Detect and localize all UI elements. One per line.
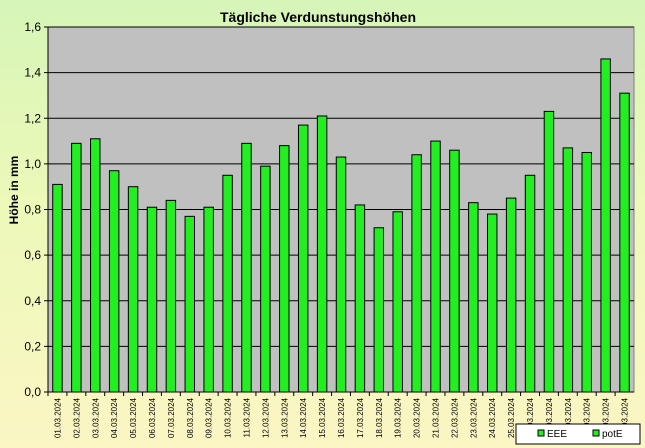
bar xyxy=(543,110,555,393)
x-tick-label: 18.03.2024 xyxy=(375,397,384,438)
chart-title: Tägliche Verdunstungshöhen xyxy=(220,9,416,25)
x-tick-label: 31.03.2024 xyxy=(621,397,630,438)
x-tick-label: 22.03.2024 xyxy=(450,397,459,438)
bar xyxy=(316,115,328,393)
bar xyxy=(392,211,403,393)
x-tick-label: 05.03.2024 xyxy=(129,397,138,438)
x-tick-label: 15.03.2024 xyxy=(318,397,327,438)
x-tick-label: 09.03.2024 xyxy=(205,397,214,438)
legend-label-pote: potE xyxy=(602,429,623,440)
y-tick-label: 1,6 xyxy=(24,20,41,34)
x-tick-label: 12.03.2024 xyxy=(261,397,270,438)
x-tick-label: 21.03.2024 xyxy=(432,397,441,438)
bar xyxy=(600,58,611,393)
bar xyxy=(581,151,592,393)
x-tick-label: 25.03.2024 xyxy=(507,397,516,438)
bar xyxy=(260,165,271,393)
x-tick-label: 11.03.2024 xyxy=(242,397,251,437)
x-tick-label: 16.03.2024 xyxy=(337,397,346,438)
y-tick-label: 0,4 xyxy=(24,294,41,308)
x-tick-label: 14.03.2024 xyxy=(299,397,308,438)
x-tick-label: 13.03.2024 xyxy=(280,397,289,438)
bar xyxy=(354,204,366,393)
bar xyxy=(373,227,385,393)
bar xyxy=(524,174,536,393)
y-tick-label: 1,0 xyxy=(24,157,41,171)
bar xyxy=(184,215,195,393)
y-tick-label: 1,4 xyxy=(24,66,41,80)
x-tick-label: 04.03.2024 xyxy=(110,397,119,438)
legend-label-eee: EEE xyxy=(547,429,567,440)
bar xyxy=(279,145,290,393)
x-tick-label: 19.03.2024 xyxy=(394,397,403,438)
x-tick-label: 27.03.2024 xyxy=(545,397,554,438)
legend-swatch-pote xyxy=(592,429,600,437)
x-tick-label: 28.03.2024 xyxy=(564,397,573,438)
x-tick-label: 03.03.2024 xyxy=(91,397,100,438)
legend: EEE potE xyxy=(515,423,641,445)
y-tick-label: 0,2 xyxy=(24,339,41,353)
bar xyxy=(562,147,574,393)
x-tick-label: 23.03.2024 xyxy=(469,397,478,438)
legend-box xyxy=(515,423,641,445)
x-tick-label: 06.03.2024 xyxy=(148,397,157,438)
bar xyxy=(108,170,120,393)
x-tick-label: 24.03.2024 xyxy=(488,397,497,438)
bars xyxy=(52,58,630,393)
y-axis-ticks: 0,0 0,2 0,4 0,6 0,8 1,0 1,2 1,4 1,6 xyxy=(24,20,48,399)
bar xyxy=(335,156,347,393)
bar xyxy=(165,199,177,393)
bar xyxy=(487,213,498,393)
x-tick-label: 17.03.2024 xyxy=(356,397,365,438)
bar xyxy=(505,197,517,393)
bar xyxy=(52,183,63,393)
x-tick-label: 30.03.2024 xyxy=(602,397,611,438)
x-tick-label: 01.03.2024 xyxy=(53,397,62,438)
x-tick-label: 07.03.2024 xyxy=(167,397,176,438)
bar xyxy=(127,186,139,393)
x-tick-label: 02.03.2024 xyxy=(72,397,81,438)
x-tick-label: 26.03.2024 xyxy=(526,397,535,438)
x-axis-ticks: 01.03.2024 02.03.2024 03.03.2024 04.03.2024… xyxy=(47,392,630,438)
bar xyxy=(203,206,214,393)
y-tick-label: 0,6 xyxy=(24,248,41,262)
x-tick-label: 10.03.2024 xyxy=(224,397,233,438)
bar xyxy=(222,174,233,393)
bar xyxy=(297,124,309,393)
y-tick-label: 1,2 xyxy=(24,111,41,125)
legend-swatch-eee xyxy=(537,429,545,437)
y-tick-label: 0,8 xyxy=(24,203,41,217)
bar xyxy=(90,138,101,393)
bar xyxy=(71,142,82,393)
x-tick-label: 20.03.2024 xyxy=(413,397,422,438)
x-tick-label: 29.03.2024 xyxy=(583,397,592,438)
bar xyxy=(430,140,441,393)
bar xyxy=(468,202,479,393)
bar xyxy=(146,206,158,393)
y-axis-label: Höhe in mm xyxy=(7,156,21,225)
bar xyxy=(411,154,422,393)
bar xyxy=(449,149,460,393)
y-tick-label: 0,0 xyxy=(24,385,41,399)
bar xyxy=(241,142,252,393)
x-tick-label: 08.03.2024 xyxy=(186,397,195,438)
bar xyxy=(619,92,630,393)
